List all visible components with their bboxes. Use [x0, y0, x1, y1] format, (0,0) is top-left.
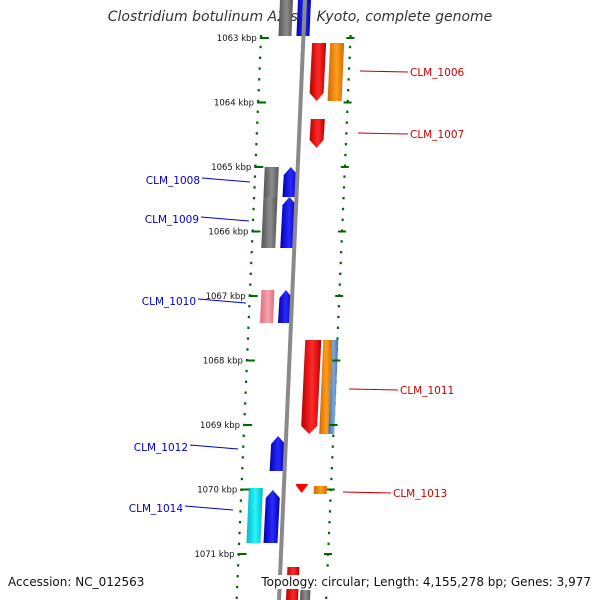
gene-label-clm-1007[interactable]: CLM_1007: [410, 129, 464, 141]
tick-label: 1063 kbp: [217, 34, 257, 44]
leader-line: [348, 388, 399, 391]
feature-bar-clm-1006: [309, 43, 327, 101]
feature-bar-clm-1007: [309, 119, 325, 148]
feature-bar-clm-1011-misc: [328, 340, 339, 434]
feature-bar-clm-1008: [263, 167, 279, 197]
tick-label: 1067 kbp: [206, 292, 246, 302]
topology-summary: Topology: circular; Length: 4,155,278 bp…: [261, 575, 591, 589]
gene-label-clm-1010[interactable]: CLM_1010: [142, 296, 196, 308]
feature-bar-clm-1014: [246, 488, 263, 543]
feature-bars: [246, 0, 345, 600]
ruler-dots-outer: [325, 35, 352, 599]
feature-bar-clm-1010-cds: [278, 290, 293, 323]
tick-label: 1068 kbp: [203, 357, 243, 367]
feature-bar-clm-1014-cds: [263, 490, 280, 543]
feature-bar-clm-1012: [269, 436, 286, 471]
feature-bar-bottom-gray: [300, 590, 311, 600]
feature-bar-top-gray: [278, 0, 293, 36]
tick-label: 1070 kbp: [197, 486, 237, 496]
tick-label: 1069 kbp: [200, 421, 240, 431]
gene-label-clm-1009[interactable]: CLM_1009: [145, 214, 199, 226]
tick-label: 1065 kbp: [211, 163, 251, 173]
gene-label-clm-1006[interactable]: CLM_1006: [410, 67, 465, 79]
leader-line: [197, 298, 247, 304]
feature-bar-clm-1009-cds: [280, 197, 297, 248]
feature-bar-clm-1011: [301, 340, 322, 434]
feature-bar-clm-1011-cds: [319, 340, 333, 434]
gene-label-clm-1008[interactable]: CLM_1008: [146, 175, 200, 187]
gene-label-clm-1011[interactable]: CLM_1011: [400, 385, 454, 397]
feature-bar-clm-1006-cds: [327, 43, 345, 101]
feature-bar-clm-1009: [261, 197, 278, 248]
tick-layer: 1063 kbp 1064 kbp 1065 kbp 1066 kbp 1067 kbp…: [194, 34, 355, 560]
tick-label: 1071 kbp: [194, 550, 234, 560]
leader-line: [184, 505, 234, 511]
feature-bar-clm-1010: [260, 290, 275, 323]
gene-label-clm-1014[interactable]: CLM_1014: [129, 503, 184, 515]
leader-line: [200, 216, 250, 222]
leader-line: [359, 70, 409, 73]
gene-label-clm-1012[interactable]: CLM_1012: [134, 442, 188, 454]
feature-bar-clm-1013: [295, 484, 309, 493]
genome-backbone: [277, 0, 307, 600]
leader-line: [201, 177, 251, 183]
tick-label: 1064 kbp: [214, 99, 254, 109]
tick-label: 1066 kbp: [208, 228, 248, 238]
leader-line: [342, 491, 392, 494]
leader-line: [189, 444, 239, 450]
accession-text: Accession: NC_012563: [8, 575, 145, 589]
label-layer: CLM_1006 CLM_1007 CLM_1008 CLM_1009 CLM_1010…: [129, 67, 465, 515]
leader-line: [357, 132, 409, 135]
feature-bar-clm-1008-cds: [282, 167, 298, 197]
gene-label-clm-1013[interactable]: CLM_1013: [393, 488, 447, 500]
feature-bar-clm-1013-cds: [313, 486, 327, 494]
